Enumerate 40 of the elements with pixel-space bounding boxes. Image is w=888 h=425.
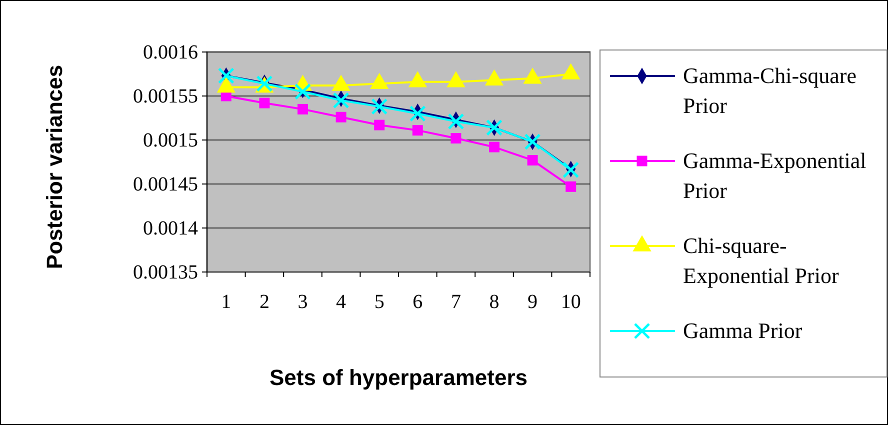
x-tick-label: 6 xyxy=(412,291,423,314)
point xyxy=(450,132,462,144)
point xyxy=(524,134,541,150)
legend-label: Gamma-Chi-square Prior xyxy=(683,63,856,118)
x-tick-label: 2 xyxy=(259,291,270,314)
point xyxy=(562,162,580,178)
point xyxy=(486,119,503,136)
point xyxy=(336,112,346,122)
point xyxy=(374,120,385,130)
point xyxy=(259,98,270,108)
legend-label: Chi-square-Exponential Prior xyxy=(683,233,840,288)
x-tick-label: 5 xyxy=(374,291,384,314)
legend-label: Gamma-Exponential Prior xyxy=(683,148,866,203)
point xyxy=(298,104,308,114)
y-axis-title: Posterior variances xyxy=(42,64,67,270)
x-axis-title: Sets of hyperparameters xyxy=(270,365,528,390)
point xyxy=(409,105,426,122)
legend-label: Gamma Prior xyxy=(683,318,803,343)
y-tick-label: 0.00155 xyxy=(133,85,198,108)
x-tick-label: 10 xyxy=(560,291,581,314)
y-tick-label: 0.00145 xyxy=(133,173,198,196)
point xyxy=(218,68,234,84)
x-tick-label: 9 xyxy=(528,291,538,314)
point xyxy=(527,154,538,166)
y-tick-label: 0.00135 xyxy=(133,261,198,284)
x-tick-label: 1 xyxy=(221,291,232,314)
point xyxy=(332,92,350,109)
x-tick-label: 8 xyxy=(489,291,500,314)
y-tick-label: 0.0016 xyxy=(143,41,198,64)
point xyxy=(371,98,388,115)
x-tick-label: 7 xyxy=(450,291,461,314)
point xyxy=(448,113,464,130)
x-tick-label: 4 xyxy=(336,291,346,314)
x-tick-label: 3 xyxy=(298,291,308,314)
point xyxy=(294,83,312,100)
point xyxy=(566,181,576,192)
point xyxy=(412,125,423,136)
y-tick-label: 0.0015 xyxy=(143,129,198,152)
y-tick-label: 0.0014 xyxy=(143,217,198,240)
point xyxy=(489,142,500,152)
